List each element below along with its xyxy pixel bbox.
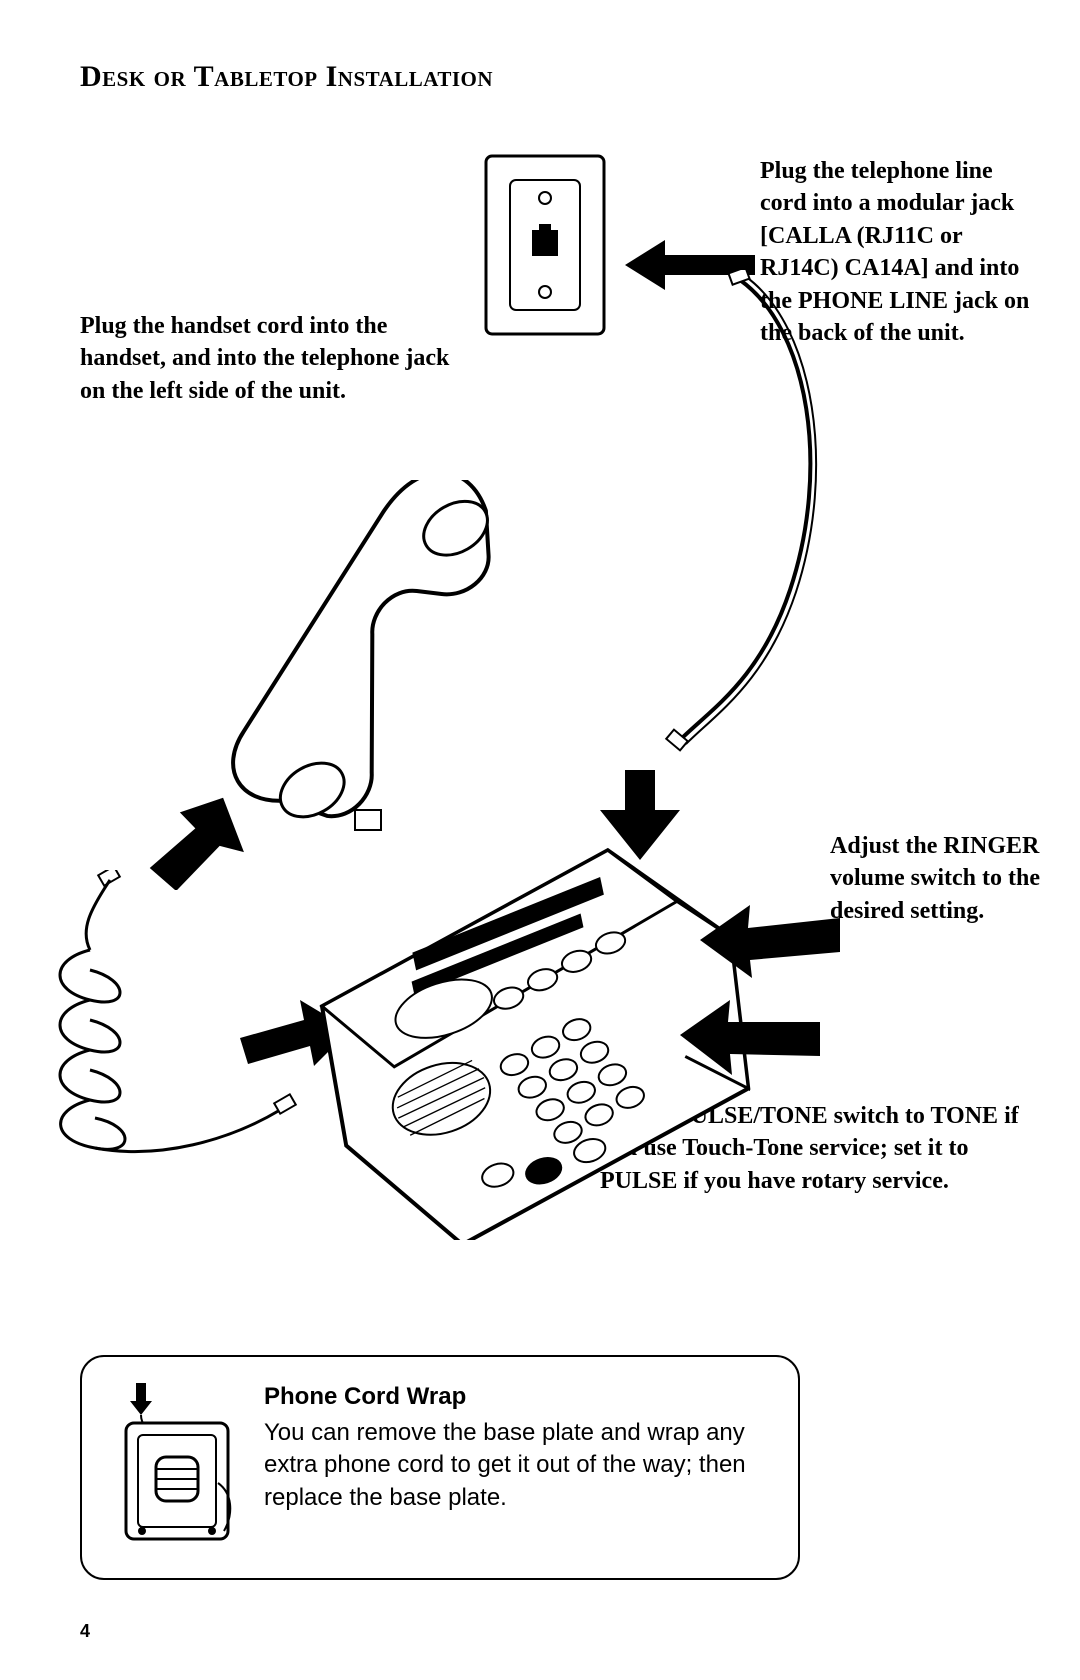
- infobox-body: You can remove the base plate and wrap a…: [264, 1417, 768, 1514]
- arrow-pulsetone-icon: [680, 1000, 820, 1085]
- instruction-ringer: Adjust the RINGER volume switch to the d…: [830, 830, 1050, 927]
- instruction-handset: Plug the handset cord into the handset, …: [80, 310, 450, 407]
- page-title: Desk or Tabletop Installation: [80, 60, 1000, 94]
- cord-wrap-icon: [112, 1383, 242, 1548]
- infobox-heading: Phone Cord Wrap: [264, 1383, 768, 1411]
- info-box: Phone Cord Wrap You can remove the base …: [80, 1355, 800, 1580]
- page-number: 4: [80, 1621, 90, 1642]
- wall-jack-illustration: [480, 150, 610, 345]
- line-cord-illustration: [630, 270, 830, 775]
- arrow-ringer-icon: [700, 900, 840, 985]
